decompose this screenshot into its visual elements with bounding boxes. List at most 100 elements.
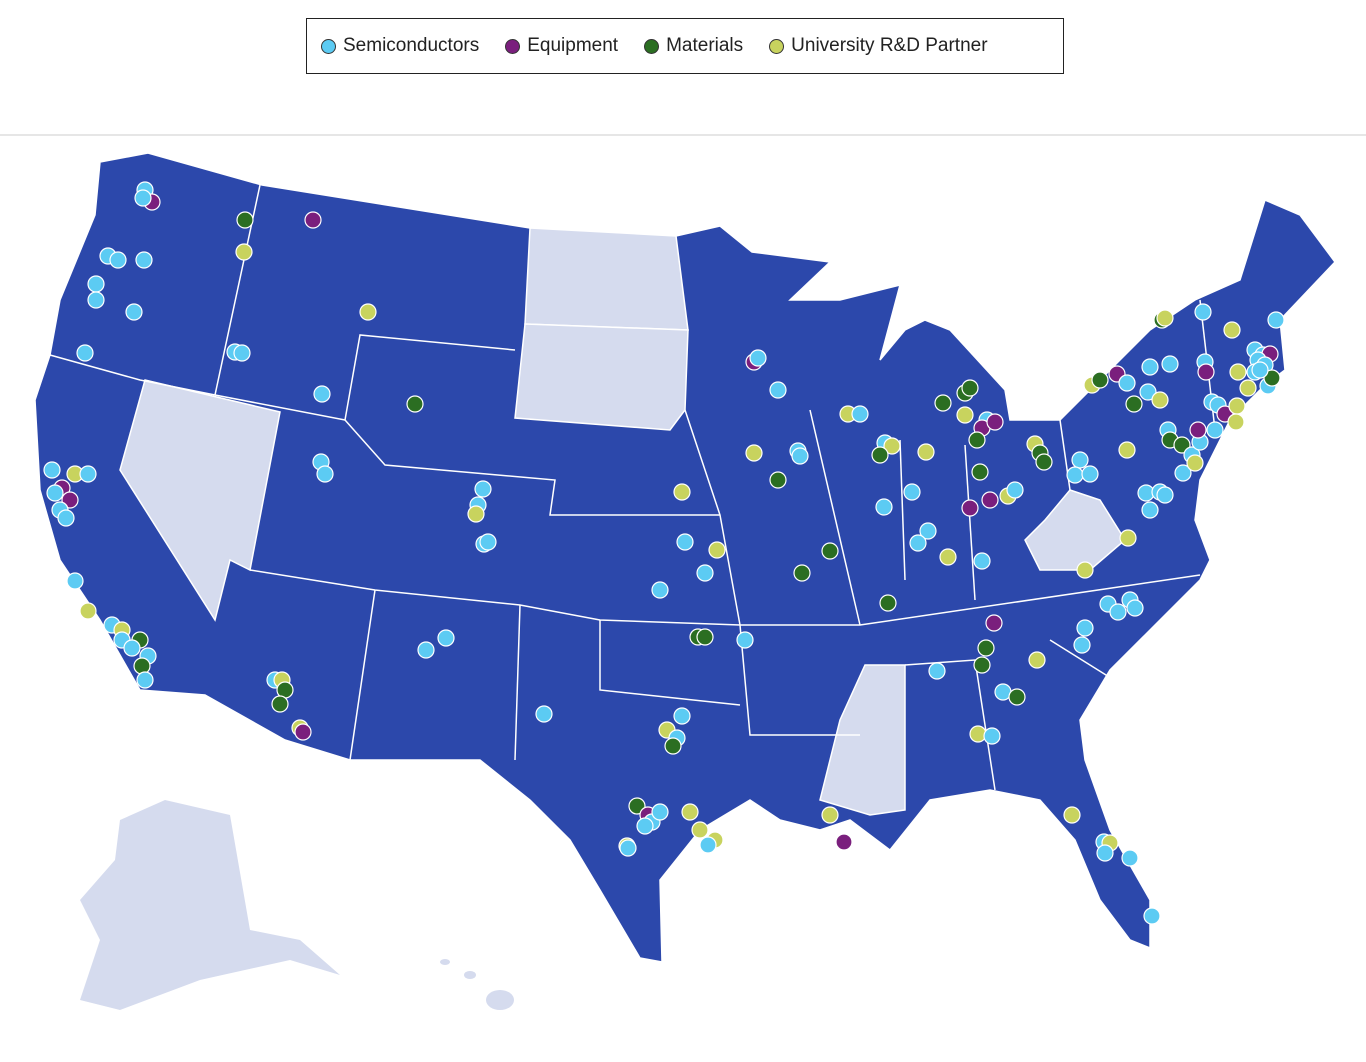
facility-marker[interactable] [535,705,553,723]
facility-marker[interactable] [135,251,153,269]
facility-marker[interactable] [973,552,991,570]
facility-marker[interactable] [651,803,669,821]
facility-marker[interactable] [736,631,754,649]
facility-marker[interactable] [1151,391,1169,409]
legend-item[interactable]: University R&D Partner [769,35,988,57]
facility-marker[interactable] [969,725,987,743]
facility-marker[interactable] [708,541,726,559]
facility-marker[interactable] [696,564,714,582]
facility-marker[interactable] [791,447,809,465]
facility-marker[interactable] [1189,421,1207,439]
facility-marker[interactable] [123,639,141,657]
facility-marker[interactable] [1091,371,1109,389]
facility-marker[interactable] [316,465,334,483]
facility-marker[interactable] [1174,464,1192,482]
facility-marker[interactable] [821,806,839,824]
facility-marker[interactable] [304,211,322,229]
facility-marker[interactable] [851,405,869,423]
facility-marker[interactable] [1028,651,1046,669]
facility-marker[interactable] [821,542,839,560]
facility-marker[interactable] [691,821,709,839]
facility-marker[interactable] [981,491,999,509]
facility-marker[interactable] [681,803,699,821]
facility-marker[interactable] [417,641,435,659]
facility-marker[interactable] [696,628,714,646]
facility-marker[interactable] [1267,311,1285,329]
facility-marker[interactable] [1125,395,1143,413]
facility-marker[interactable] [236,211,254,229]
facility-marker[interactable] [1035,453,1053,471]
facility-marker[interactable] [1251,361,1269,379]
facility-marker[interactable] [271,695,289,713]
facility-marker[interactable] [636,817,654,835]
legend-item[interactable]: Equipment [505,35,618,57]
facility-marker[interactable] [909,534,927,552]
facility-marker[interactable] [1239,379,1257,397]
facility-marker[interactable] [664,737,682,755]
facility-marker[interactable] [983,727,1001,745]
facility-marker[interactable] [835,833,853,851]
facility-marker[interactable] [87,291,105,309]
facility-marker[interactable] [87,275,105,293]
facility-marker[interactable] [467,505,485,523]
facility-marker[interactable] [1229,363,1247,381]
facility-marker[interactable] [66,572,84,590]
facility-marker[interactable] [875,498,893,516]
facility-marker[interactable] [1076,561,1094,579]
facility-marker[interactable] [1156,309,1174,327]
facility-marker[interactable] [1139,383,1157,401]
facility-marker[interactable] [1227,413,1245,431]
facility-marker[interactable] [313,385,331,403]
facility-marker[interactable] [79,602,97,620]
facility-marker[interactable] [961,379,979,397]
facility-marker[interactable] [619,839,637,857]
facility-marker[interactable] [479,533,497,551]
facility-marker[interactable] [986,413,1004,431]
facility-marker[interactable] [971,463,989,481]
facility-marker[interactable] [1141,358,1159,376]
facility-marker[interactable] [1119,529,1137,547]
facility-marker[interactable] [1073,636,1091,654]
facility-marker[interactable] [125,303,143,321]
facility-marker[interactable] [917,443,935,461]
facility-marker[interactable] [437,629,455,647]
facility-marker[interactable] [1143,907,1161,925]
facility-marker[interactable] [134,189,152,207]
facility-marker[interactable] [1194,303,1212,321]
facility-marker[interactable] [793,564,811,582]
facility-marker[interactable] [79,465,97,483]
facility-marker[interactable] [934,394,952,412]
facility-marker[interactable] [961,499,979,517]
facility-marker[interactable] [235,243,253,261]
facility-marker[interactable] [233,344,251,362]
facility-marker[interactable] [903,483,921,501]
facility-marker[interactable] [1118,441,1136,459]
facility-marker[interactable] [871,446,889,464]
facility-marker[interactable] [956,406,974,424]
facility-marker[interactable] [1071,451,1089,469]
facility-marker[interactable] [985,614,1003,632]
facility-marker[interactable] [133,657,151,675]
facility-marker[interactable] [57,509,75,527]
facility-marker[interactable] [651,581,669,599]
facility-marker[interactable] [1109,603,1127,621]
facility-marker[interactable] [883,437,901,455]
facility-marker[interactable] [1223,321,1241,339]
facility-marker[interactable] [1126,599,1144,617]
facility-marker[interactable] [1008,688,1026,706]
facility-marker[interactable] [628,797,646,815]
facility-marker[interactable] [1228,397,1246,415]
facility-marker[interactable] [699,836,717,854]
facility-marker[interactable] [1186,454,1204,472]
facility-marker[interactable] [769,471,787,489]
facility-marker[interactable] [1066,466,1084,484]
facility-marker[interactable] [928,662,946,680]
facility-marker[interactable] [676,533,694,551]
facility-marker[interactable] [359,303,377,321]
facility-marker[interactable] [474,480,492,498]
facility-marker[interactable] [1156,486,1174,504]
facility-marker[interactable] [1206,421,1224,439]
facility-marker[interactable] [46,484,64,502]
facility-marker[interactable] [1118,374,1136,392]
facility-marker[interactable] [1006,481,1024,499]
